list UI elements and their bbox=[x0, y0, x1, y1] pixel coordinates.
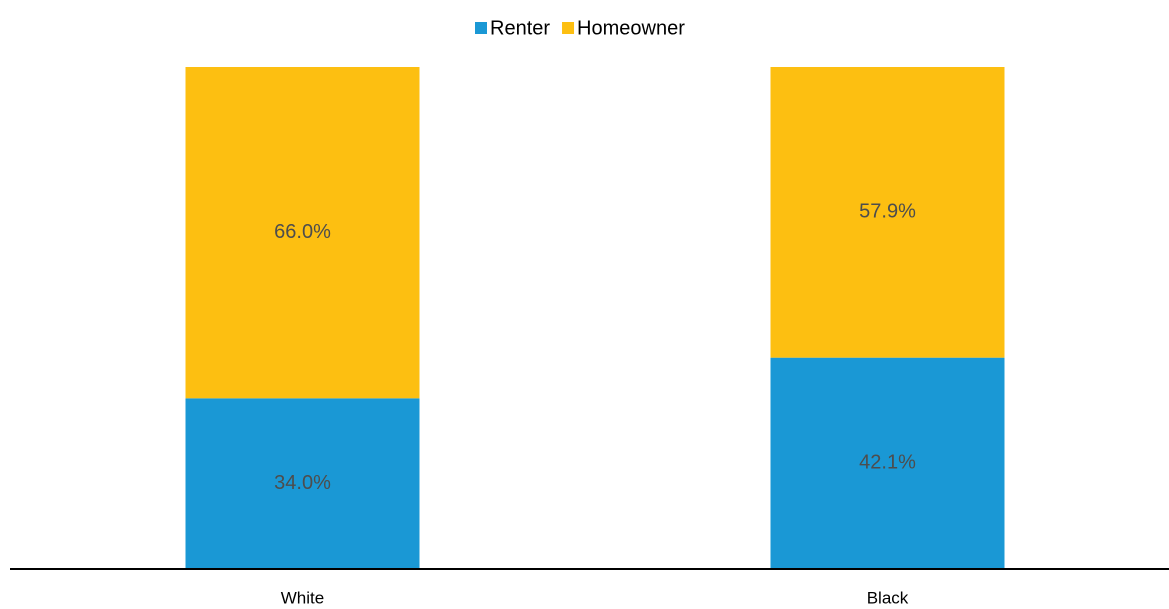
bar-segment bbox=[770, 357, 1005, 569]
value-label: 42.1% bbox=[859, 452, 916, 474]
value-label: 34.0% bbox=[274, 472, 331, 494]
bar-segment bbox=[770, 67, 1005, 358]
legend-label: Homeowner bbox=[577, 17, 685, 39]
bar-segment bbox=[185, 398, 420, 569]
value-label: 66.0% bbox=[274, 221, 331, 243]
legend-swatch bbox=[562, 22, 575, 34]
bar-segment bbox=[185, 67, 420, 399]
value-label: 57.9% bbox=[859, 201, 916, 223]
x-tick-label: White bbox=[281, 588, 324, 607]
legend-swatch bbox=[475, 22, 487, 34]
x-tick-label: Black bbox=[867, 588, 909, 607]
legend-label: Renter bbox=[490, 17, 550, 39]
